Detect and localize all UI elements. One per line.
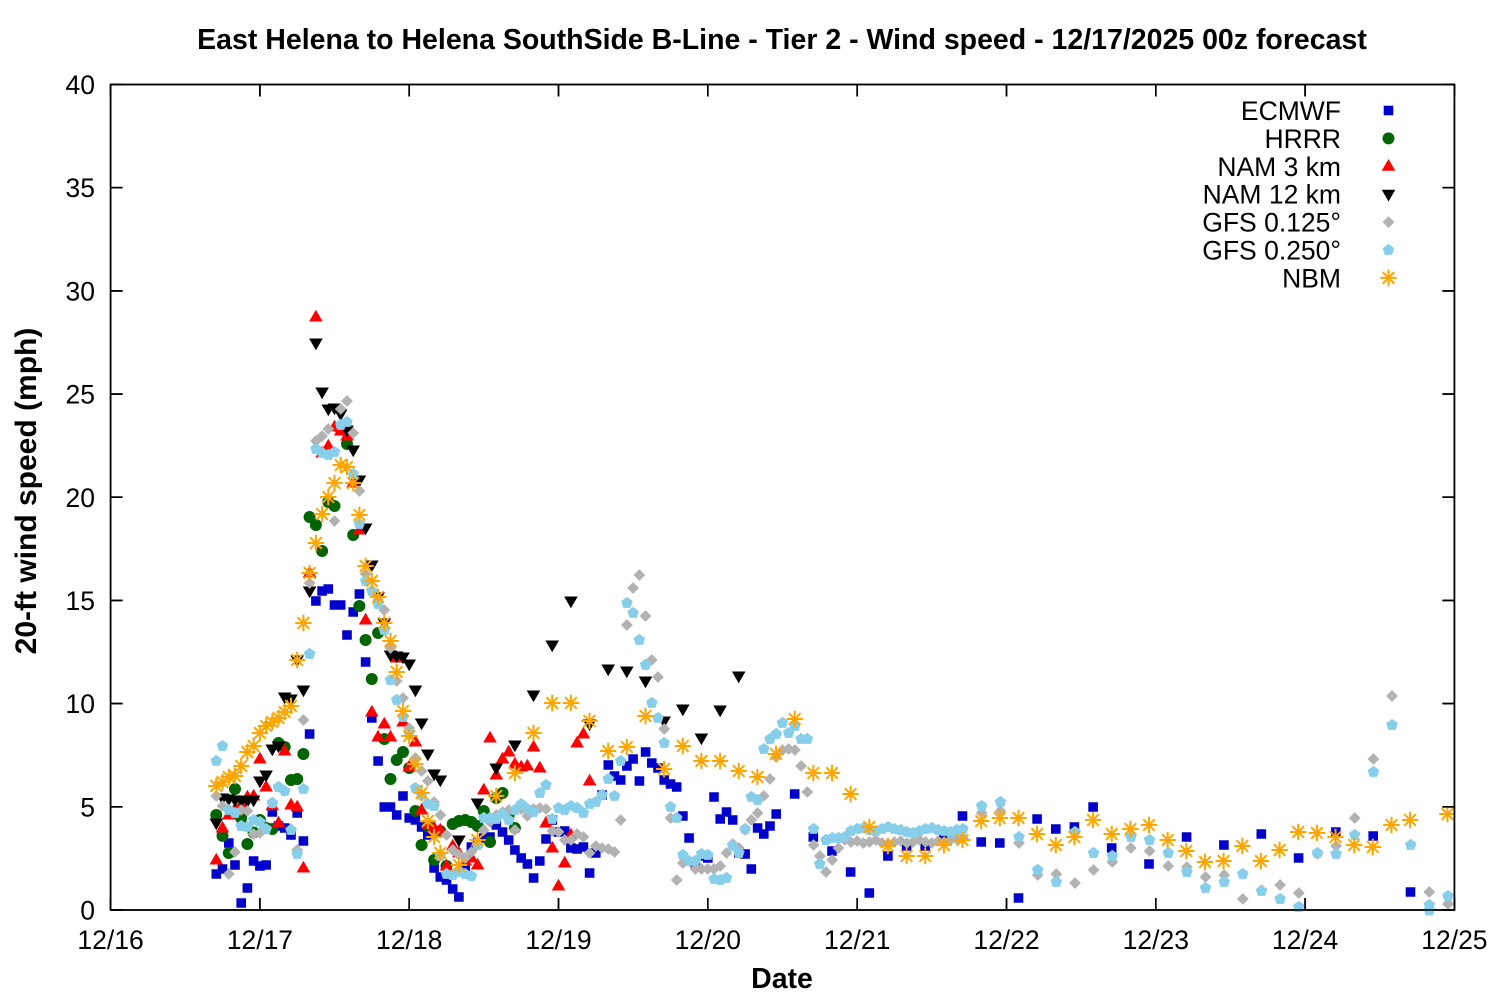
svg-text:NBM: NBM	[1282, 263, 1341, 293]
svg-text:15: 15	[66, 586, 95, 616]
svg-text:5: 5	[80, 792, 95, 822]
svg-text:12/25: 12/25	[1421, 925, 1487, 955]
svg-text:10: 10	[66, 689, 95, 719]
svg-text:NAM 3 km: NAM 3 km	[1217, 152, 1341, 182]
svg-text:GFS 0.125°: GFS 0.125°	[1202, 208, 1341, 238]
svg-text:HRRR: HRRR	[1264, 124, 1341, 154]
svg-text:ECMWF: ECMWF	[1241, 96, 1341, 126]
svg-text:12/23: 12/23	[1123, 925, 1189, 955]
svg-text:35: 35	[66, 173, 95, 203]
svg-text:20-ft wind speed (mph): 20-ft wind speed (mph)	[10, 328, 43, 655]
svg-text:12/22: 12/22	[973, 925, 1039, 955]
svg-text:12/17: 12/17	[227, 925, 293, 955]
svg-text:East Helena to Helena SouthSid: East Helena to Helena SouthSide B-Line -…	[197, 24, 1367, 56]
svg-text:20: 20	[66, 483, 95, 513]
svg-text:12/24: 12/24	[1272, 925, 1338, 955]
svg-text:0: 0	[80, 896, 95, 926]
svg-text:12/19: 12/19	[525, 925, 591, 955]
svg-text:12/20: 12/20	[675, 925, 741, 955]
svg-text:40: 40	[66, 70, 95, 100]
svg-text:NAM 12 km: NAM 12 km	[1203, 180, 1341, 210]
svg-text:GFS 0.250°: GFS 0.250°	[1202, 236, 1341, 266]
svg-text:Date: Date	[751, 963, 813, 995]
svg-text:12/21: 12/21	[824, 925, 890, 955]
svg-text:30: 30	[66, 276, 95, 306]
svg-text:12/16: 12/16	[77, 925, 143, 955]
svg-text:12/18: 12/18	[376, 925, 442, 955]
svg-text:25: 25	[66, 380, 95, 410]
